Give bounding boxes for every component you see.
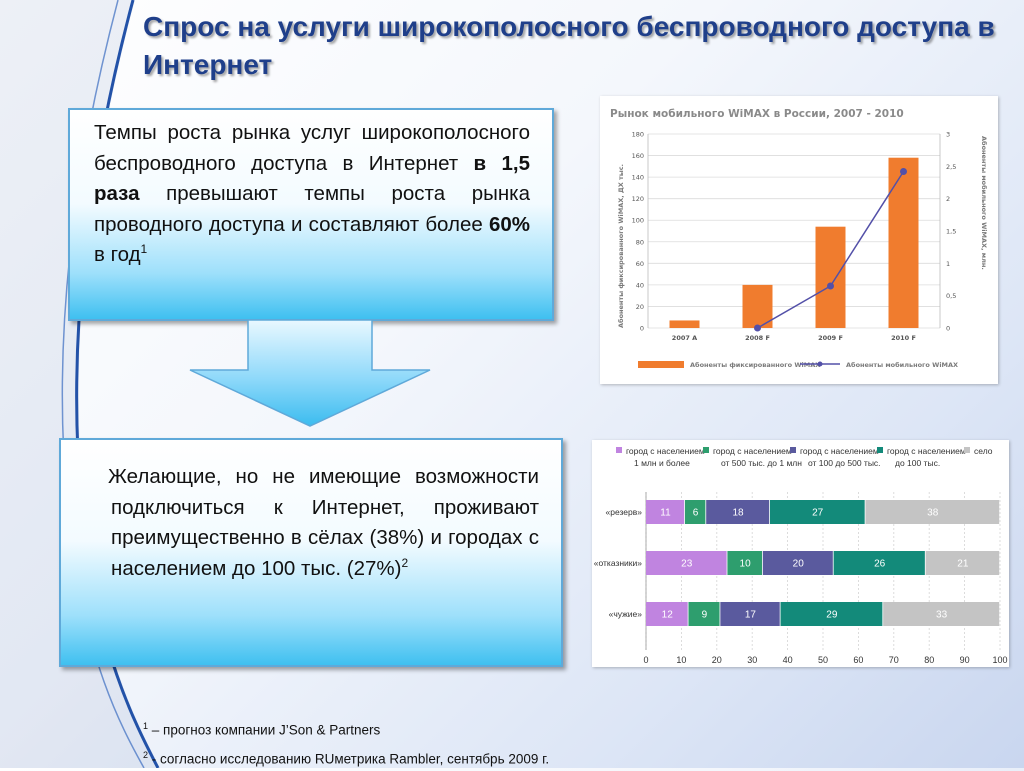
y-tick-label: 160 (632, 152, 644, 160)
footnote-ref-1: 1 (141, 242, 148, 256)
legend-label: город с населением (887, 446, 966, 456)
x-tick-label: 50 (818, 655, 828, 665)
legend-label: город с населением (713, 446, 792, 456)
segment-value: 12 (662, 610, 674, 621)
y2-tick-label: 0 (946, 325, 950, 333)
legend-label: от 500 тыс. до 1 млн (721, 458, 802, 468)
legend-label: до 100 тыс. (895, 458, 940, 468)
segment-value: 18 (732, 508, 744, 519)
chart1-ylabel: Абоненты фиксированного WiMAX, ДХ тыс. (617, 164, 625, 328)
y-tick-label: 20 (636, 303, 644, 311)
segment-value: 9 (702, 610, 708, 621)
segment-value: 29 (826, 610, 838, 621)
legend-swatch (703, 447, 709, 453)
x-tick-label: 60 (853, 655, 863, 665)
y2-tick-label: 0,5 (946, 292, 956, 300)
segment-value: 26 (874, 559, 886, 570)
footnotes: 1 – прогноз компании J’Son & Partners 2 … (143, 714, 549, 771)
segment-value: 33 (936, 610, 948, 621)
legend-bar-label: Абоненты фиксированного WiMAX (690, 361, 820, 369)
y2-tick-label: 3 (946, 131, 950, 139)
legend-label: город с населением (800, 446, 879, 456)
slide-title: Спрос на услуги широкополосного беспрово… (143, 8, 1013, 84)
footnote-2-text: - согласно исследованию RUметрика Ramble… (148, 751, 549, 766)
footnote-1: 1 – прогноз компании J’Son & Partners (143, 714, 549, 743)
x-tick-label: 10 (676, 655, 686, 665)
segments-chart: город с населением 1 млн и более город с н… (592, 440, 1009, 667)
x-tick-label: 70 (889, 655, 899, 665)
bar-fixed-wimax (816, 227, 846, 328)
legend-swatch (964, 447, 970, 453)
x-tick-label: 90 (960, 655, 970, 665)
demand-text: Желающие, но не имеющие возможности подк… (108, 465, 539, 580)
growth-rate-textbox: Темпы роста рынка услуг широкополосного … (68, 108, 554, 321)
down-arrow (188, 320, 432, 428)
x-tick-label: 2008 F (745, 334, 770, 342)
segment-value: 23 (681, 559, 693, 570)
x-tick-label: 2007 A (672, 334, 697, 342)
x-tick-label: 100 (992, 655, 1007, 665)
x-tick-label: 2010 F (891, 334, 916, 342)
legend-bar-swatch (638, 361, 684, 368)
segment-value: 6 (693, 508, 699, 519)
wimax-market-chart: Рынок мобильного WiMAX в России, 2007 - … (600, 96, 998, 384)
y-tick-label: 100 (632, 217, 644, 225)
y-tick-label: 0 (640, 325, 644, 333)
legend-line-label: Абоненты мобильного WiMAX (846, 361, 958, 369)
chart1-y2label: Абоненты мобильного WiMAX, млн. (980, 136, 988, 270)
legend-swatch (616, 447, 622, 453)
point-mobile-wimax (754, 325, 761, 332)
segment-value: 17 (745, 610, 757, 621)
y-tick-label: 120 (632, 195, 644, 203)
y-tick-label: 180 (632, 131, 644, 139)
x-tick-label: 80 (924, 655, 934, 665)
growth-text-3: в год (94, 243, 141, 266)
demand-textbox: Желающие, но не имеющие возможности подк… (59, 438, 563, 667)
segment-value: 38 (927, 508, 939, 519)
legend-swatch (877, 447, 883, 453)
legend-line-marker (818, 362, 823, 367)
growth-text-2: превышают темпы роста рынка проводного д… (94, 182, 530, 236)
legend-label: от 100 до 500 тыс. (808, 458, 881, 468)
x-tick-label: 40 (783, 655, 793, 665)
y-tick-label: 80 (636, 238, 644, 246)
category-label: «чужие» (609, 609, 643, 619)
y-tick-label: 60 (636, 260, 644, 268)
category-label: «отказники» (594, 558, 643, 568)
bar-fixed-wimax (889, 158, 919, 328)
x-tick-label: 2009 F (818, 334, 843, 342)
legend-label: 1 млн и более (634, 458, 690, 468)
point-mobile-wimax (900, 168, 907, 175)
segments-chart-svg: город с населением 1 млн и более город с н… (592, 440, 1009, 667)
point-mobile-wimax (827, 282, 834, 289)
segment-value: 27 (812, 508, 824, 519)
segment-value: 11 (660, 508, 671, 519)
y-tick-label: 140 (632, 174, 644, 182)
y2-tick-label: 1,5 (946, 228, 956, 236)
y2-tick-label: 2 (946, 195, 950, 203)
footnote-1-text: – прогноз компании J’Son & Partners (148, 723, 380, 738)
y-tick-label: 40 (636, 281, 644, 289)
growth-text-1: Темпы роста рынка услуг широкополосного … (94, 121, 530, 175)
bar-fixed-wimax (670, 320, 700, 328)
x-tick-label: 30 (747, 655, 757, 665)
wimax-chart-svg: Рынок мобильного WiMAX в России, 2007 - … (600, 96, 998, 384)
growth-percent: 60% (489, 213, 530, 236)
segment-value: 21 (957, 559, 969, 570)
footnote-ref-2: 2 (401, 556, 408, 570)
legend-swatch (790, 447, 796, 453)
y2-tick-label: 1 (946, 260, 950, 268)
legend-label: село (974, 446, 993, 456)
y2-tick-label: 2,5 (946, 163, 956, 171)
category-label: «резерв» (606, 507, 643, 517)
segment-value: 20 (793, 559, 805, 570)
x-tick-label: 0 (643, 655, 648, 665)
chart1-title: Рынок мобильного WiMAX в России, 2007 - … (610, 108, 904, 120)
x-tick-label: 20 (712, 655, 722, 665)
footnote-2: 2 - согласно исследованию RUметрика Ramb… (143, 743, 549, 771)
legend-label: город с населением (626, 446, 705, 456)
segment-value: 10 (740, 559, 752, 570)
